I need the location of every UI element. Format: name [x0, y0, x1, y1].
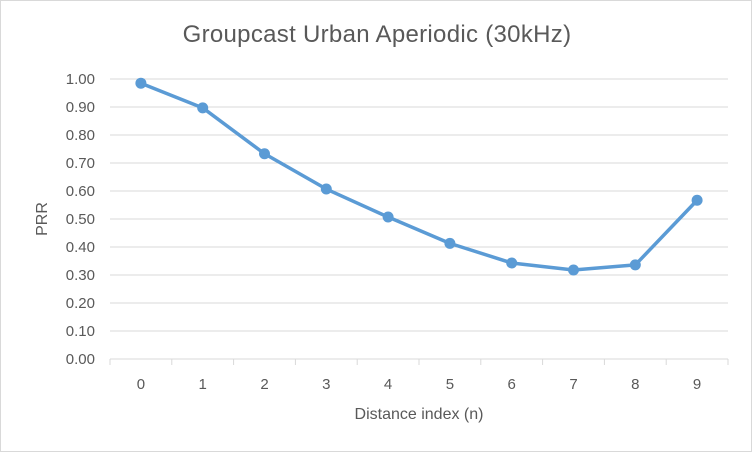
series-line	[140, 81, 699, 272]
x-tick-label: 2	[260, 376, 268, 393]
y-tick-label: 0.30	[66, 267, 95, 284]
y-tick-label: 0.00	[66, 351, 95, 368]
x-tick-label: 6	[508, 376, 516, 393]
x-tick-label: 1	[199, 376, 207, 393]
x-tick-label: 5	[446, 376, 454, 393]
y-tick-label: 0.80	[66, 127, 95, 144]
y-tick-label: 0.10	[66, 323, 95, 340]
x-tick-label: 9	[693, 376, 701, 393]
data-point	[506, 257, 518, 269]
y-tick-label: 0.70	[66, 155, 95, 172]
x-tick-label: 8	[631, 376, 639, 393]
data-point	[444, 237, 456, 249]
data-point	[259, 148, 270, 160]
x-tick-label: 0	[137, 376, 145, 393]
y-tick-label: 0.60	[66, 183, 95, 200]
y-tick-label: 0.20	[66, 295, 95, 312]
y-tick-label: 0.90	[66, 99, 95, 116]
x-axis-title: Distance index (n)	[355, 406, 484, 423]
y-tick-label: 0.50	[66, 211, 95, 228]
data-point	[382, 211, 394, 223]
data-point	[197, 102, 209, 114]
data-point	[629, 259, 641, 271]
y-axis-title: PRR	[34, 202, 51, 236]
x-tick-label: 7	[569, 376, 577, 393]
data-point	[568, 264, 579, 276]
data-point	[320, 183, 332, 195]
chart-title: Groupcast Urban Aperiodic (30kHz)	[182, 21, 572, 48]
x-tick-label: 3	[322, 376, 330, 393]
y-tick-label: 1.00	[66, 71, 95, 88]
data-point	[691, 194, 703, 206]
x-tick-label: 4	[384, 376, 392, 393]
y-tick-label: 0.40	[66, 239, 95, 256]
data-point	[135, 77, 147, 89]
